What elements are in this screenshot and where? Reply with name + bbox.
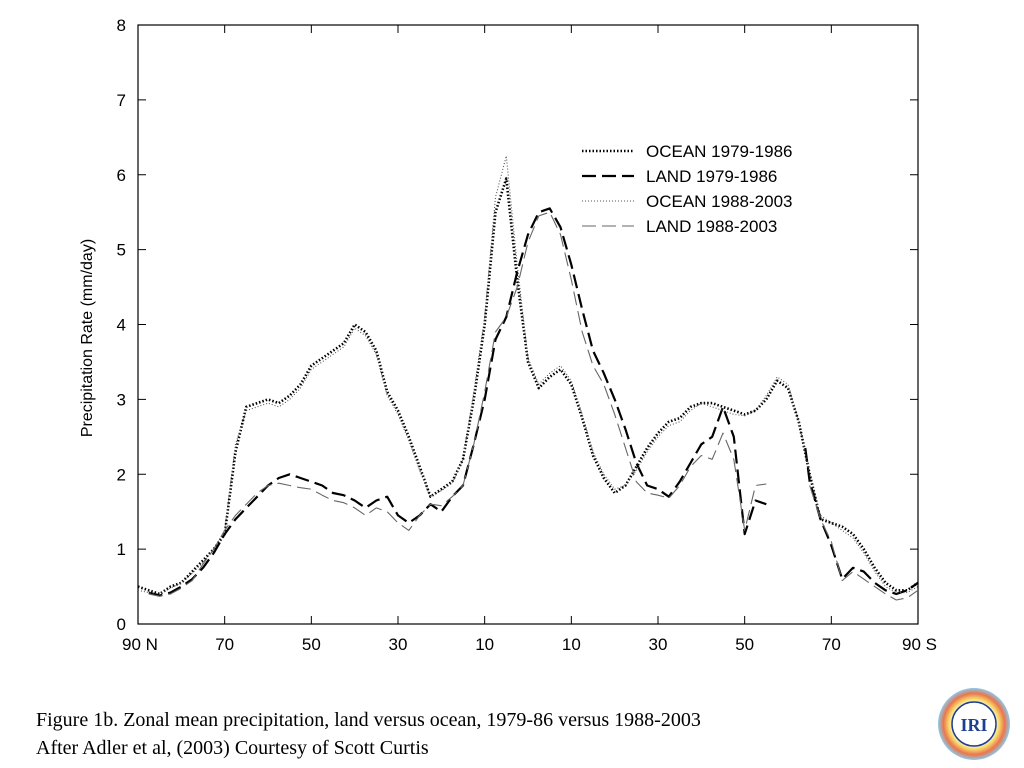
x-tick-label: 70 xyxy=(822,635,841,654)
iri-logo: IRI xyxy=(938,688,1010,760)
x-tick-label: 30 xyxy=(389,635,408,654)
y-tick-label: 1 xyxy=(117,540,126,559)
x-tick-label: 10 xyxy=(562,635,581,654)
series-line-4 xyxy=(148,211,919,601)
y-tick-label: 0 xyxy=(117,615,126,634)
y-tick-label: 2 xyxy=(117,465,126,484)
caption-line-1: Figure 1b. Zonal mean precipitation, lan… xyxy=(36,709,701,731)
x-tick-label: 50 xyxy=(735,635,754,654)
figure-caption: Figure 1b. Zonal mean precipitation, lan… xyxy=(36,706,701,762)
y-tick-label: 3 xyxy=(117,390,126,409)
series-line-2 xyxy=(148,207,919,597)
x-tick-label: 30 xyxy=(649,635,668,654)
y-tick-label: 8 xyxy=(117,16,126,35)
legend-label-3: OCEAN 1988-2003 xyxy=(646,192,792,211)
y-tick-label: 5 xyxy=(117,241,126,260)
x-tick-label: 90 S xyxy=(902,635,937,654)
series-line-1 xyxy=(137,177,919,596)
logo-text: IRI xyxy=(960,715,987,735)
legend-label-1: OCEAN 1979-1986 xyxy=(646,142,792,161)
y-axis-label: Precipitation Rate (mm/day) xyxy=(79,239,96,437)
series-line-3 xyxy=(137,155,919,595)
legend-label-4: LAND 1988-2003 xyxy=(646,217,777,236)
x-tick-label: 90 N xyxy=(122,635,158,654)
y-tick-label: 6 xyxy=(117,166,126,185)
legend-label-2: LAND 1979-1986 xyxy=(646,167,777,186)
x-tick-label: 70 xyxy=(215,635,234,654)
plot-frame xyxy=(137,24,919,625)
plot-area: 0 1 2 3 4 5 6 7 8 90 N 70 50 30 10 10 30 50 70 90 S xyxy=(117,16,937,654)
y-tick-label: 4 xyxy=(117,316,126,335)
precipitation-chart: 0 1 2 3 4 5 6 7 8 90 N 70 50 30 10 10 30 50 70 90 S Precip… xyxy=(79,16,937,654)
legend: OCEAN 1979-1986 LAND 1979-1986 OCEAN 1988-… xyxy=(582,142,792,236)
x-tick-label: 50 xyxy=(302,635,321,654)
y-tick-label: 7 xyxy=(117,91,126,110)
caption-line-2: After Adler et al, (2003) Courtesy of Sc… xyxy=(36,737,429,759)
x-tick-label: 10 xyxy=(475,635,494,654)
